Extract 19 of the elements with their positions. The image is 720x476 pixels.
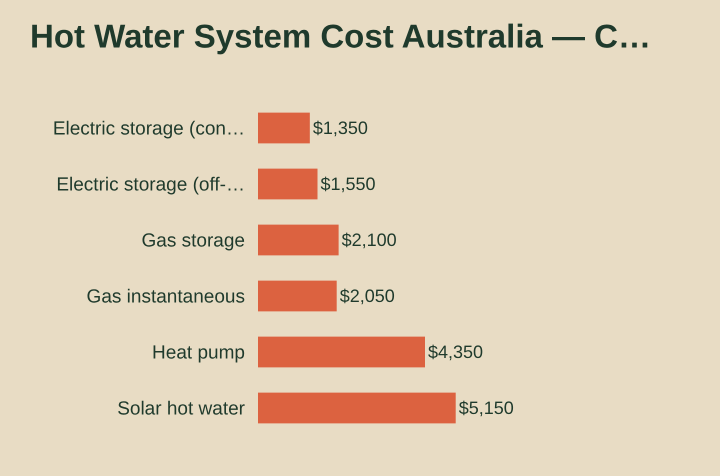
data-label: $1,350 [312,118,368,138]
data-label: $1,550 [320,174,376,194]
y-tick-label: Gas storage [142,230,245,252]
bar [258,336,425,368]
data-label: $2,050 [340,286,395,306]
y-tick-label: Gas instantaneous [86,286,245,308]
bar [258,168,318,200]
y-tick-label: Solar hot water [117,398,246,420]
data-label: $5,150 [458,398,514,418]
bar [258,392,456,424]
y-tick-label: Electric storage (off-… [56,174,245,196]
bar [258,224,339,256]
data-label: $2,100 [342,230,397,250]
y-tick-label: Electric storage (con… [52,118,245,140]
bar [258,112,310,144]
bar [258,280,337,312]
chart-title: Hot Water System Cost Australia — C… [30,18,652,55]
y-tick-label: Heat pump [152,342,245,364]
data-label: $4,350 [428,342,484,362]
